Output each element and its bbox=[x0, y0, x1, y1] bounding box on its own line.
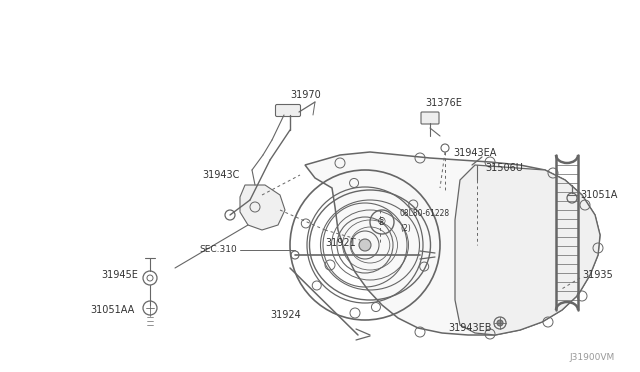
Text: J31900VM: J31900VM bbox=[570, 353, 615, 362]
Text: 08L80-61228: 08L80-61228 bbox=[400, 209, 450, 218]
Text: SEC.310: SEC.310 bbox=[199, 246, 237, 254]
Text: 31051AA: 31051AA bbox=[91, 305, 135, 315]
Text: 31935: 31935 bbox=[582, 270, 612, 280]
Text: 31943EA: 31943EA bbox=[453, 148, 497, 158]
Text: 31506U: 31506U bbox=[485, 163, 523, 173]
Text: 31376E: 31376E bbox=[425, 98, 462, 108]
Text: 31051A: 31051A bbox=[580, 190, 618, 200]
Circle shape bbox=[497, 320, 503, 326]
Text: 31945E: 31945E bbox=[101, 270, 138, 280]
Polygon shape bbox=[305, 152, 600, 335]
FancyBboxPatch shape bbox=[421, 112, 439, 124]
Polygon shape bbox=[455, 165, 600, 335]
Text: 31970: 31970 bbox=[290, 90, 321, 100]
Circle shape bbox=[359, 239, 371, 251]
Text: (2): (2) bbox=[400, 224, 411, 232]
Text: 31924: 31924 bbox=[270, 310, 301, 320]
Text: 31921: 31921 bbox=[325, 238, 356, 248]
Text: ®: ® bbox=[377, 217, 387, 227]
FancyBboxPatch shape bbox=[275, 105, 301, 116]
Text: 31943EB: 31943EB bbox=[449, 323, 492, 333]
Polygon shape bbox=[240, 185, 285, 230]
Text: 31943C: 31943C bbox=[203, 170, 240, 180]
